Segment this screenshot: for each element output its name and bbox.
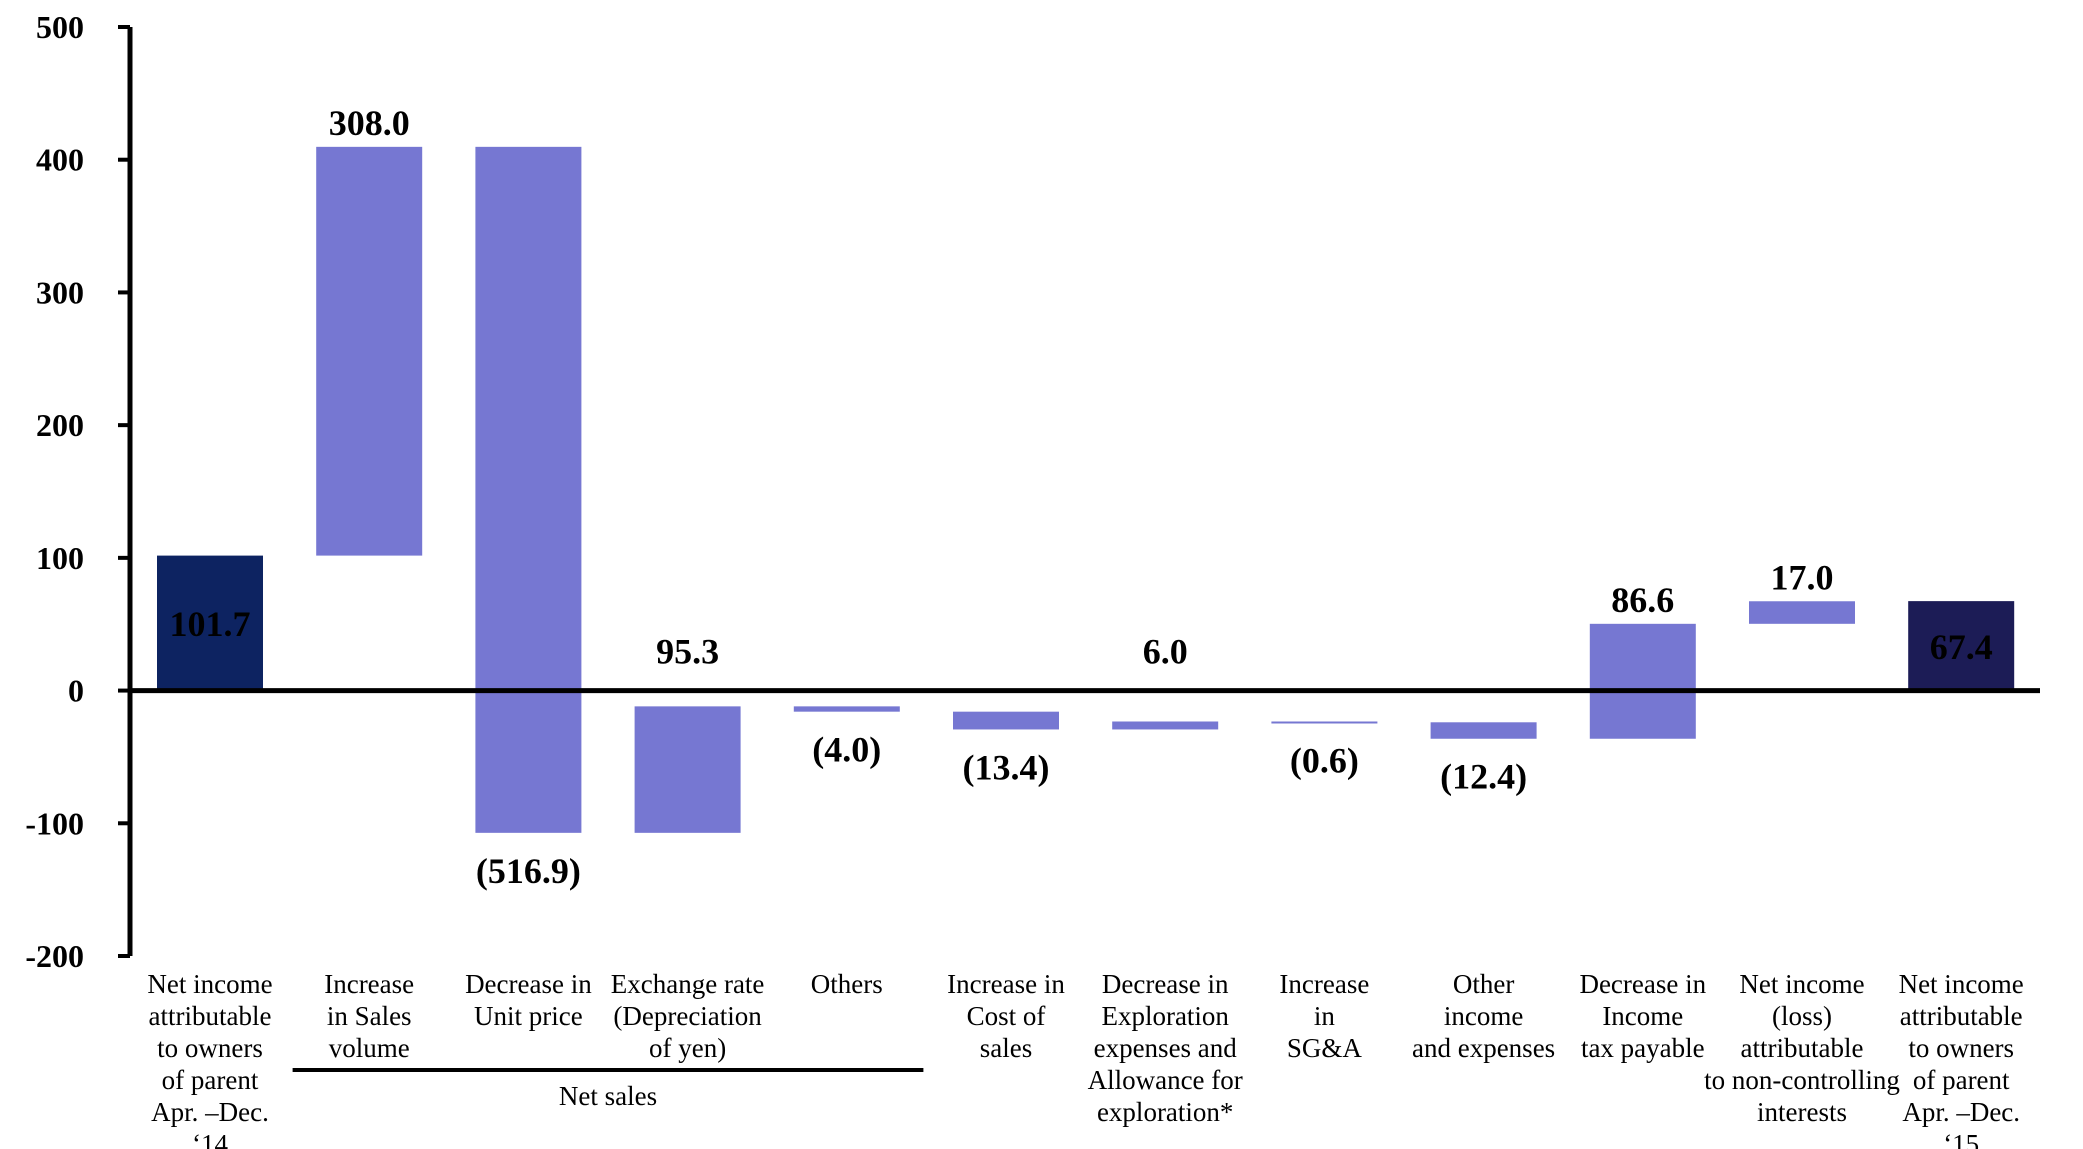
category-label-other-income-expenses: Other income and expenses	[1412, 969, 1555, 1063]
category-label-line: ‘14	[192, 1129, 228, 1149]
category-label-line: income	[1444, 1001, 1523, 1031]
y-tick-label: -200	[25, 938, 84, 974]
category-label-line: Net income	[1739, 969, 1864, 999]
category-label-line: and expenses	[1412, 1033, 1555, 1063]
bar-decrease-exploration	[1112, 721, 1219, 730]
category-label-line: Decrease in	[1102, 969, 1229, 999]
bar-increase-sales-volume	[316, 146, 423, 556]
bar-others	[793, 706, 900, 712]
category-label-line: Increase	[324, 969, 414, 999]
category-label-line: Apr. –Dec.	[1902, 1097, 2020, 1127]
category-label-line: interests	[1757, 1097, 1847, 1127]
bar-net-income-dec-14	[157, 555, 263, 691]
category-label-line: Decrease in	[465, 969, 592, 999]
category-label-increase-cost-of-sales: Increase in Cost of sales	[947, 969, 1065, 1063]
category-label-line: attributable	[1741, 1033, 1864, 1063]
category-label-line: tax payable	[1581, 1033, 1705, 1063]
bar-decrease-income-tax	[1589, 623, 1696, 739]
category-label-line: Increase	[1279, 969, 1369, 999]
category-label-decrease-unit-price: Decrease in Unit price	[465, 969, 592, 1031]
value-label-increase-sales-volume: 308.0	[329, 103, 410, 143]
bar-exchange-rate	[634, 706, 741, 833]
value-label-non-controlling-interests: 17.0	[1771, 557, 1834, 597]
category-label-line: to owners	[157, 1033, 263, 1063]
value-label-increase-sga: (0.6)	[1290, 740, 1359, 780]
bar-increase-sga	[1271, 721, 1378, 724]
category-label-line: Decrease in	[1579, 969, 1706, 999]
category-label-line: expenses and	[1094, 1033, 1238, 1063]
bar-increase-cost-of-sales	[953, 711, 1059, 730]
category-label-line: of parent	[162, 1065, 259, 1095]
category-label-increase-sales-volume: Increase in Sales volume	[324, 969, 414, 1063]
category-label-line: Others	[811, 969, 883, 999]
category-label-line: in	[1314, 1001, 1336, 1031]
category-label-net-income-dec-14: Net income attributable to owners of parent…	[147, 969, 272, 1149]
group-label: Net sales	[559, 1081, 657, 1111]
category-label-line: Income	[1602, 1001, 1683, 1031]
category-label-increase-sga: Increase in SG&A	[1279, 969, 1369, 1063]
y-tick-label: 500	[36, 9, 84, 45]
value-label-others: (4.0)	[812, 730, 881, 770]
category-label-line: Other	[1453, 969, 1514, 999]
category-label-line: Net income	[147, 969, 272, 999]
category-label-line: Exploration	[1101, 1001, 1229, 1031]
value-label-decrease-unit-price: (516.9)	[476, 851, 581, 891]
category-label-line: (loss)	[1772, 1001, 1832, 1031]
y-tick-label: 100	[36, 540, 84, 576]
category-label-line: Unit price	[474, 1001, 583, 1031]
value-label-decrease-income-tax: 86.6	[1611, 580, 1674, 620]
category-label-line: Increase in	[947, 969, 1065, 999]
category-label-line: (Depreciation	[613, 1001, 762, 1031]
y-tick-label: -100	[25, 805, 84, 841]
category-label-line: of yen)	[649, 1033, 726, 1063]
category-label-line: exploration*	[1097, 1097, 1233, 1127]
bar-decrease-unit-price	[475, 146, 582, 833]
category-label-decrease-exploration: Decrease in Exploration expenses and Allowa…	[1088, 969, 1243, 1127]
category-label-line: of parent	[1913, 1065, 2010, 1095]
value-label-decrease-exploration: 6.0	[1143, 632, 1188, 672]
category-label-line: Apr. –Dec.	[151, 1097, 269, 1127]
category-label-net-income-dec-15: Net income attributable to owners of parent…	[1899, 969, 2024, 1149]
category-label-non-controlling-interests: Net income (loss) attributable to non-contr…	[1704, 969, 1900, 1127]
category-label-line: to non-controlling	[1704, 1065, 1900, 1095]
value-label-increase-cost-of-sales: (13.4)	[963, 747, 1050, 787]
bar-net-income-dec-15	[1908, 601, 2015, 691]
category-label-line: Exchange rate	[611, 969, 765, 999]
bar-other-income-expenses	[1430, 722, 1537, 739]
y-tick-label: 200	[36, 407, 84, 443]
y-tick-label: 300	[36, 274, 84, 310]
category-label-line: ‘15	[1943, 1129, 1979, 1149]
value-label-net-income-dec-15: 67.4	[1930, 627, 1993, 667]
value-label-other-income-expenses: (12.4)	[1440, 757, 1527, 797]
category-label-line: in Sales	[327, 1001, 412, 1031]
category-label-line: SG&A	[1287, 1033, 1363, 1063]
category-label-line: attributable	[1900, 1001, 2023, 1031]
bar-non-controlling-interests	[1749, 601, 1855, 624]
value-label-exchange-rate: 95.3	[656, 632, 719, 672]
category-label-others: Others	[811, 969, 883, 999]
category-label-line: Net income	[1899, 969, 2024, 999]
category-label-line: to owners	[1908, 1033, 2014, 1063]
y-tick-label: 0	[68, 673, 84, 709]
category-label-decrease-income-tax: Decrease in Income tax payable	[1579, 969, 1706, 1063]
category-label-exchange-rate: Exchange rate (Depreciation of yen)	[611, 969, 765, 1063]
category-label-line: sales	[980, 1033, 1032, 1063]
y-tick-label: 400	[36, 142, 84, 178]
value-label-net-income-dec-14: 101.7	[170, 604, 251, 644]
category-label-line: Cost of	[967, 1001, 1046, 1031]
category-label-line: volume	[329, 1033, 410, 1063]
category-label-line: Allowance for	[1088, 1065, 1243, 1095]
category-label-line: attributable	[149, 1001, 272, 1031]
